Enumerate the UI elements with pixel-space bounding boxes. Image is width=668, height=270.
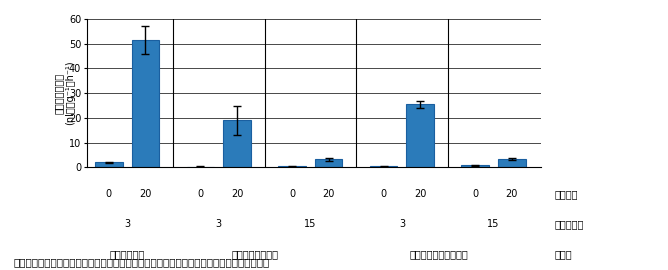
Text: 20: 20 [139,189,152,200]
Text: 収穮後日数: 収穮後日数 [554,219,584,229]
Text: 15: 15 [487,219,500,229]
Text: 図１　収穮後の日数経過がエチレン処理後の花弁の自己触媒的エチレン生成量に及ぼす影響: 図１ 収穮後の日数経過がエチレン処理後の花弁の自己触媒的エチレン生成量に及ぼす影… [13,257,270,267]
Text: 3: 3 [399,219,405,229]
Text: 3: 3 [216,219,222,229]
Bar [498,159,526,167]
Text: 0: 0 [106,189,112,200]
Text: 20: 20 [323,189,335,200]
Bar [279,166,306,167]
Bar [132,40,159,167]
Text: 20: 20 [506,189,518,200]
Text: 20: 20 [231,189,243,200]
Bar [315,160,343,167]
Bar [462,166,489,167]
Bar [95,163,122,167]
Text: ミラクルルージュ: ミラクルルージュ [232,249,279,259]
Text: 処理時間: 処理時間 [554,189,578,200]
Text: 0: 0 [381,189,387,200]
Text: ホワイトシム: ホワイトシム [110,249,145,259]
Text: 0: 0 [289,189,295,200]
Bar [370,166,397,167]
Text: 0: 0 [197,189,204,200]
Text: 15: 15 [304,219,317,229]
Text: ミラクルシンフォニー: ミラクルシンフォニー [409,249,468,259]
Text: 20: 20 [414,189,426,200]
Bar [406,104,434,167]
Bar [223,120,250,167]
Y-axis label: エチレン生成量
(nlシ・g⁻¹・h⁻¹): エチレン生成量 (nlシ・g⁻¹・h⁻¹) [54,61,75,126]
Text: 0: 0 [472,189,478,200]
Text: 3: 3 [124,219,130,229]
Text: 品種名: 品種名 [554,249,572,259]
